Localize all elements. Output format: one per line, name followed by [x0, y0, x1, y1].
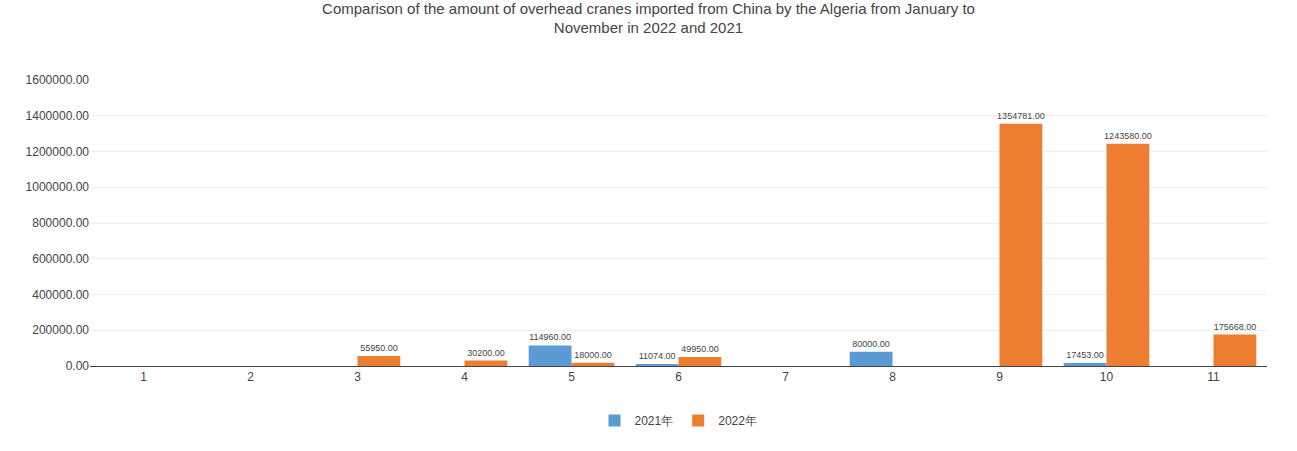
svg-text:Comparison of the amount of ov: Comparison of the amount of overhead cra… — [322, 0, 975, 36]
svg-text:1400000.00: 1400000.00 — [26, 109, 90, 123]
svg-text:400000.00: 400000.00 — [32, 288, 89, 302]
svg-text:1: 1 — [140, 370, 147, 384]
svg-text:4: 4 — [461, 370, 468, 384]
svg-text:1354781.00: 1354781.00 — [997, 111, 1045, 121]
svg-text:8: 8 — [889, 370, 896, 384]
svg-text:1600000.00: 1600000.00 — [26, 73, 90, 87]
svg-text:9: 9 — [996, 370, 1003, 384]
svg-text:3: 3 — [354, 370, 361, 384]
svg-text:0.00: 0.00 — [66, 359, 90, 373]
svg-text:11074.00: 11074.00 — [639, 351, 676, 361]
svg-text:2022年: 2022年 — [718, 414, 757, 428]
svg-text:2: 2 — [247, 370, 254, 384]
svg-text:1243580.00: 1243580.00 — [1104, 131, 1152, 141]
svg-text:80000.00: 80000.00 — [852, 339, 890, 349]
svg-text:6: 6 — [675, 370, 682, 384]
svg-text:55950.00: 55950.00 — [360, 343, 398, 353]
svg-text:10: 10 — [1100, 370, 1114, 384]
svg-text:800000.00: 800000.00 — [32, 216, 89, 230]
svg-text:114960.00: 114960.00 — [529, 332, 571, 342]
svg-text:600000.00: 600000.00 — [32, 252, 89, 266]
svg-text:17453.00: 17453.00 — [1066, 350, 1104, 360]
svg-text:1200000.00: 1200000.00 — [26, 145, 90, 159]
svg-text:49950.00: 49950.00 — [681, 344, 719, 354]
svg-text:1000000.00: 1000000.00 — [26, 180, 90, 194]
svg-text:7: 7 — [782, 370, 789, 384]
svg-text:18000.00: 18000.00 — [574, 350, 612, 360]
svg-text:175668.00: 175668.00 — [1214, 322, 1257, 332]
svg-text:30200.00: 30200.00 — [467, 348, 505, 358]
svg-text:11: 11 — [1207, 370, 1220, 384]
svg-text:200000.00: 200000.00 — [32, 323, 89, 337]
svg-text:5: 5 — [568, 370, 575, 384]
svg-text:2021年: 2021年 — [635, 414, 674, 428]
